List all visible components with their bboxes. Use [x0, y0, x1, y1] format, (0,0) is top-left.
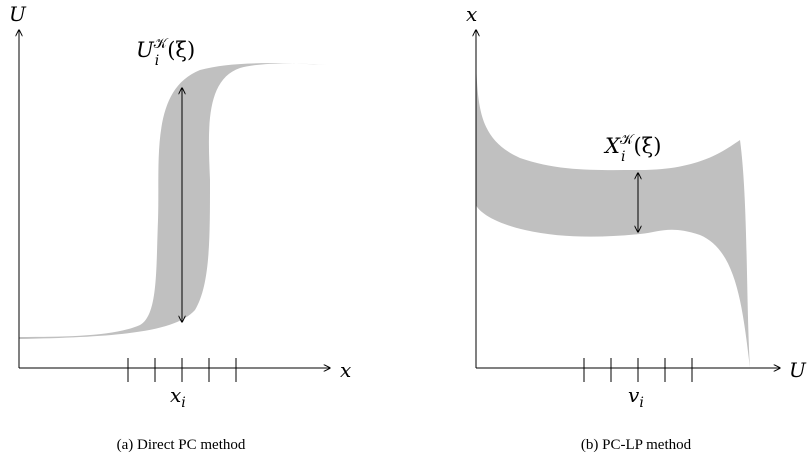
panel-b-band-label: X𝒦 i (ξ) — [603, 132, 661, 165]
panel-a-caption: (a) Direct PC method — [117, 437, 246, 453]
panel-a-band-label: U𝒦 i (ξ) — [136, 36, 195, 69]
panel-b-ticks — [583, 358, 693, 382]
panel-b-tick-label: vi — [628, 383, 644, 411]
panel-a-y-axis-label: U — [9, 2, 27, 26]
panel-a-tick-label: xi — [170, 383, 186, 411]
panel-b-x-axis-label: U — [789, 358, 807, 382]
panel-a-uncertainty-band — [19, 63, 328, 339]
panel-b-y-axis-label: x — [466, 2, 477, 26]
panel-b-uncertainty-band — [476, 62, 750, 368]
panel-b-caption: (b) PC-LP method — [581, 437, 692, 453]
panel-a-direct-pc: U x U𝒦 i (ξ) xi (a) Direct PC method — [9, 2, 351, 453]
panel-a-ticks — [127, 358, 237, 382]
panel-a-x-axis-label: x — [340, 358, 351, 382]
panel-b-pc-lp: x U X𝒦 i (ξ) vi (b) PC-LP method — [466, 2, 807, 453]
